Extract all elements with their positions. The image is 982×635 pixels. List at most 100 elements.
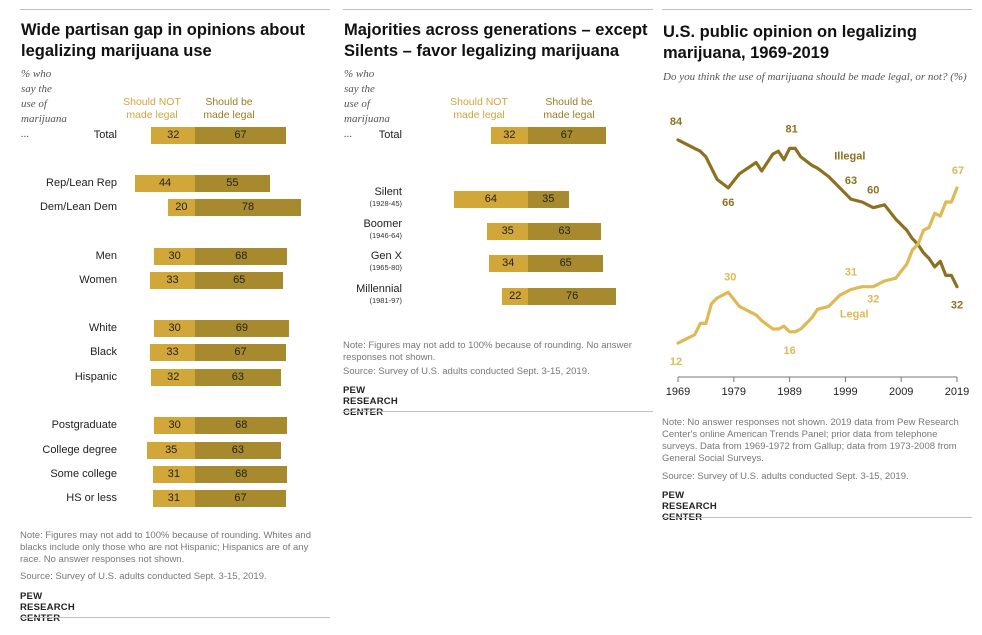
bar-not-legal-women: 33 [150, 272, 195, 289]
bar-not-legal-millennial: 22 [502, 288, 528, 305]
bar-not-legal-men: 30 [154, 248, 195, 265]
row-label-text: Millennial [356, 283, 402, 295]
value-label-legal: 30 [724, 271, 736, 283]
bar-legal-white: 69 [195, 320, 289, 337]
bottom-rule [343, 411, 653, 412]
value-label-illegal: 32 [951, 300, 963, 312]
series-line-illegal [676, 138, 959, 289]
panel2-subtitle: % who say the use of marijuana ... [344, 68, 390, 140]
row-label-women: Women [0, 273, 117, 287]
row-label-text: Silent [374, 186, 402, 198]
value-label-illegal: 81 [785, 123, 797, 135]
panel2-source: Source: Survey of U.S. adults conducted … [343, 366, 590, 377]
series-label-legal: Legal [840, 309, 869, 321]
bar-legal-college-degree: 63 [195, 442, 281, 459]
x-tick-label: 2009 [889, 386, 913, 398]
bottom-rule [20, 617, 330, 618]
row-label-text: Boomer [363, 218, 402, 230]
series-line-legal [676, 186, 959, 345]
row-label-college-degree: College degree [0, 443, 117, 457]
x-tick-label: 1999 [833, 386, 857, 398]
row-label-hs-or-less: HS or less [0, 491, 117, 505]
bar-legal-hs-or-less: 67 [195, 490, 287, 507]
row-label-men: Men [0, 249, 117, 263]
panel1-source: Source: Survey of U.S. adults conducted … [20, 571, 267, 582]
bar-legal-silent: 35 [528, 191, 569, 208]
top-rule [662, 9, 972, 10]
bar-legal-men: 68 [195, 248, 288, 265]
panel1-title: Wide partisan gap in opinions about lega… [21, 21, 306, 60]
bar-legal-rep-lean-rep: 55 [195, 175, 270, 192]
row-label-years: (1965-80) [369, 263, 402, 272]
bar-not-legal-dem-lean-dem: 20 [167, 199, 195, 216]
row-label-text: Total [378, 129, 402, 141]
panel2-brand: PEW RESEARCH CENTER [343, 385, 398, 418]
row-label-text: College degree [42, 444, 117, 456]
bar-legal-gen-x: 65 [528, 255, 604, 272]
row-label-text: Dem/Lean Dem [39, 201, 117, 213]
panel3-source: Source: Survey of U.S. adults conducted … [662, 471, 909, 482]
row-label-text: Black [90, 346, 117, 358]
row-label-text: Total [93, 129, 117, 141]
bar-not-legal-college-degree: 35 [147, 442, 195, 459]
bar-not-legal-black: 33 [150, 344, 195, 361]
line-chart: 1969 1979 1989 1999 2009 2019 Illegal Legal 84 66… [666, 116, 969, 398]
bar-legal-hispanic: 63 [195, 369, 281, 386]
row-label-text: Rep/Lean Rep [46, 177, 117, 189]
row-label-total: Total [242, 128, 402, 142]
row-label-text: Hispanic [74, 371, 117, 383]
bottom-rule [662, 517, 972, 518]
panel3-title: U.S. public opinion on legalizing mariju… [663, 23, 917, 62]
row-label-text: Gen X [370, 250, 402, 262]
row-label-text: Some college [50, 468, 117, 480]
x-tick-label: 1969 [666, 386, 690, 398]
bar-legal-boomer: 63 [528, 223, 602, 240]
row-label-boomer: Boomer (1946-64) [242, 217, 402, 240]
bar-not-legal-silent: 64 [453, 191, 528, 208]
row-label-total: Total [0, 128, 117, 142]
bar-not-legal-hs-or-less: 31 [152, 490, 195, 507]
x-tick-label: 1989 [777, 386, 801, 398]
row-label-white: White [0, 321, 117, 335]
row-label-postgraduate: Postgraduate [0, 418, 117, 432]
bar-legal-total: 67 [195, 127, 287, 144]
value-label-legal: 16 [783, 345, 795, 357]
row-label-years: (1928-45) [369, 199, 402, 208]
panel3-subtitle: Do you think the use of marijuana should… [663, 71, 967, 83]
panel1-note: Note: Figures may not add to 100% becaus… [20, 530, 311, 565]
bar-not-legal-total: 32 [151, 127, 195, 144]
panel3-note: Note: No answer responses not shown. 201… [662, 417, 959, 464]
value-label-legal: 32 [867, 294, 879, 306]
panel2-note: Note: Figures may not add to 100% becaus… [343, 340, 632, 363]
row-label-text: White [88, 322, 117, 334]
row-label-dem-lean-dem: Dem/Lean Dem [0, 200, 117, 214]
bar-legal-women: 65 [195, 272, 284, 289]
bar-not-legal-rep-lean-rep: 44 [135, 175, 195, 192]
panel1-col-legal: Should be made legal [203, 96, 255, 121]
panel2-col-not-legal: Should NOT made legal [450, 96, 508, 121]
panel1-subtitle: % who say the use of marijuana ... [21, 68, 67, 140]
series-label-illegal: Illegal [834, 151, 865, 163]
bar-legal-millennial: 76 [528, 288, 617, 305]
x-tick-label: 1979 [722, 386, 746, 398]
bar-not-legal-total: 32 [490, 127, 528, 144]
bar-not-legal-white: 30 [154, 320, 195, 337]
panel2-title: Majorities across generations – except S… [344, 21, 648, 60]
panel1-brand: PEW RESEARCH CENTER [20, 591, 75, 624]
row-label-text: Postgraduate [51, 419, 117, 431]
bar-legal-postgraduate: 68 [195, 417, 288, 434]
bar-legal-total: 67 [528, 127, 606, 144]
bar-not-legal-some-college: 31 [152, 466, 195, 483]
row-label-text: HS or less [66, 492, 117, 504]
row-label-gen-x: Gen X (1965-80) [242, 249, 402, 272]
row-label-silent: Silent (1928-45) [242, 185, 402, 208]
bar-legal-some-college: 68 [195, 466, 288, 483]
panel3-brand: PEW RESEARCH CENTER [662, 490, 717, 523]
row-label-years: (1946-64) [369, 231, 402, 240]
row-label-some-college: Some college [0, 467, 117, 481]
row-label-hispanic: Hispanic [0, 370, 117, 384]
value-label-illegal: 66 [722, 197, 734, 209]
value-label-legal: 31 [845, 267, 857, 279]
bar-legal-dem-lean-dem: 78 [195, 199, 302, 216]
value-label-legal: 12 [670, 356, 682, 368]
